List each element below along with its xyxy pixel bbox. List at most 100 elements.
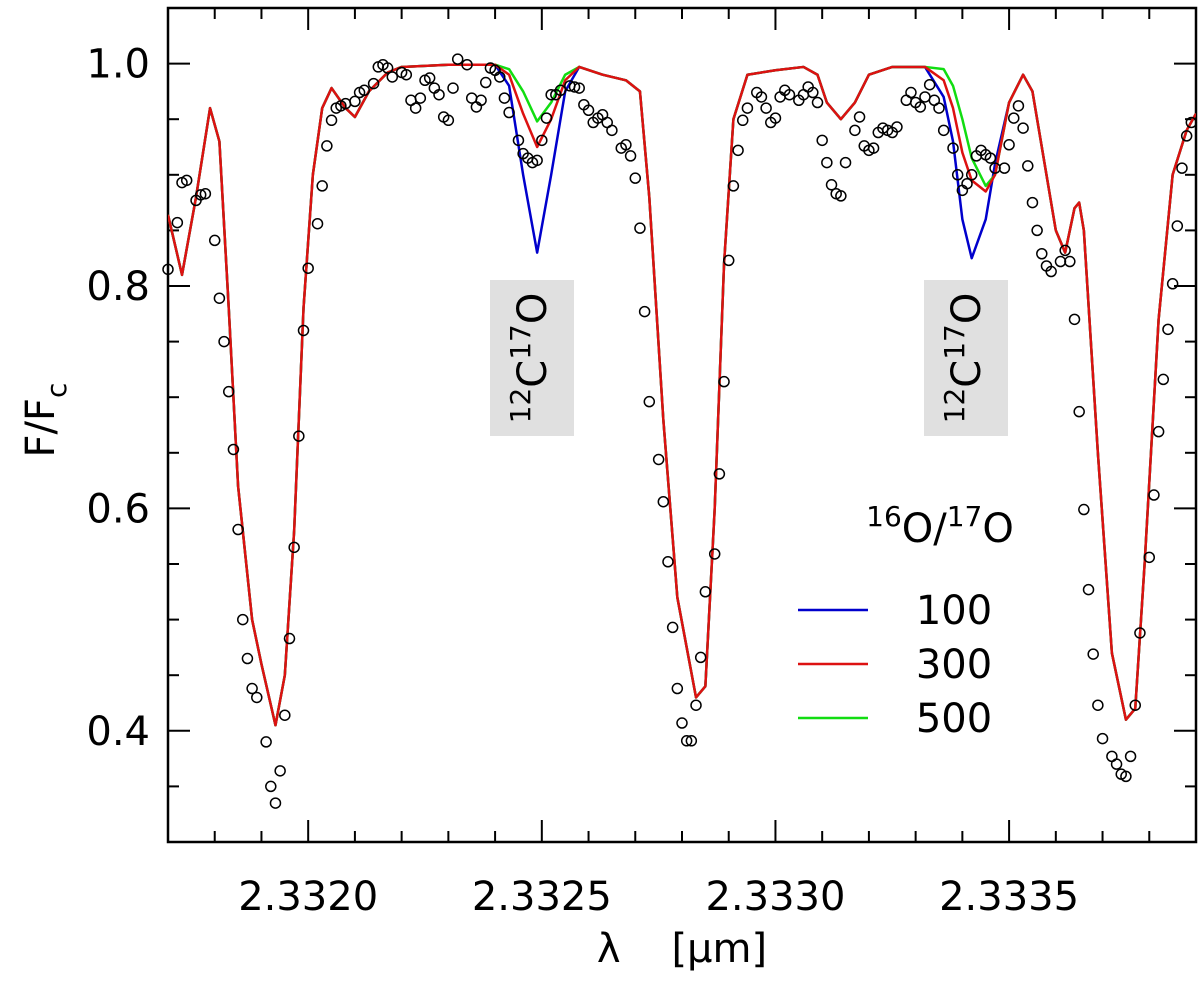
text-part: c — [40, 383, 73, 398]
observed-point — [891, 121, 903, 133]
legend-label: 100 — [916, 588, 992, 634]
observed-point — [937, 124, 950, 137]
observed-point — [237, 613, 249, 626]
observed-point — [1008, 112, 1020, 124]
observed-point — [961, 177, 973, 190]
observed-point — [269, 797, 282, 809]
observed-point — [1171, 220, 1184, 232]
text-part: O/ — [902, 506, 947, 552]
observed-point — [1054, 255, 1067, 268]
observed-point — [671, 682, 684, 695]
observed-point — [1087, 648, 1099, 660]
plot-frame — [166, 6, 1198, 844]
observed-point — [545, 88, 557, 101]
observed-point — [727, 180, 740, 192]
observed-point — [227, 443, 240, 456]
observed-point — [503, 106, 515, 119]
observed-point — [386, 71, 399, 83]
x-tick-label: 2.3330 — [705, 874, 845, 920]
observed-point — [732, 144, 744, 157]
observed-point — [690, 699, 702, 711]
observed-point — [629, 172, 642, 184]
observed-point — [741, 102, 754, 114]
observed-point — [914, 101, 927, 113]
observed-point — [1026, 196, 1039, 209]
observed-point — [1185, 116, 1198, 129]
observed-point — [321, 140, 333, 152]
observed-point — [494, 71, 506, 83]
observed-point — [694, 651, 707, 664]
observed-point — [807, 86, 819, 99]
observed-point — [232, 523, 244, 536]
observed-point — [316, 180, 328, 192]
observed-point — [835, 190, 847, 202]
observed-point — [624, 150, 637, 162]
observed-point — [512, 134, 525, 147]
observed-point — [965, 169, 978, 181]
text-part: C — [944, 360, 990, 388]
observed-point — [634, 222, 646, 234]
observed-point — [246, 682, 258, 695]
observed-point — [839, 156, 852, 169]
y-tick-label: 0.4 — [86, 709, 150, 755]
observed-point — [1166, 278, 1179, 290]
observed-point — [208, 234, 221, 247]
observed-point — [461, 58, 473, 71]
observed-point — [400, 68, 413, 81]
text-part: 16 — [866, 500, 902, 533]
observed-point — [718, 375, 730, 388]
observed-point — [475, 94, 487, 107]
observed-point — [283, 632, 296, 645]
observed-point — [447, 82, 459, 94]
observed-point — [722, 254, 735, 267]
observed-point — [1143, 551, 1156, 564]
legend-title: 16O/17O — [866, 500, 1014, 552]
observed-point — [984, 152, 997, 164]
observed-point — [171, 216, 184, 229]
observed-point — [1110, 758, 1123, 770]
observed-point — [708, 548, 721, 560]
observed-point — [1124, 750, 1137, 763]
observed-point — [1180, 130, 1193, 142]
observed-point — [479, 76, 492, 89]
model-line — [168, 63, 1196, 727]
text-part: 17 — [504, 324, 537, 360]
observed-point — [349, 95, 361, 108]
x-axis-label: λ [μm] — [597, 926, 767, 972]
x-tick-label: 2.3335 — [939, 874, 1079, 920]
observed-point — [998, 162, 1011, 174]
observed-point — [293, 430, 305, 442]
observed-point — [381, 62, 394, 74]
observed-point — [643, 395, 656, 408]
observed-point — [251, 691, 263, 704]
observed-point — [1129, 699, 1142, 711]
text-part: 17 — [947, 500, 983, 533]
observed-point — [358, 84, 371, 97]
legend-label: 500 — [916, 696, 992, 742]
observed-point — [638, 305, 651, 318]
observed-point — [260, 736, 272, 748]
observed-point — [1036, 248, 1048, 260]
observed-point — [816, 134, 828, 147]
observed-point — [1022, 160, 1034, 172]
observed-point — [676, 717, 688, 729]
text-part: O — [944, 293, 990, 324]
observed-point — [1003, 139, 1015, 151]
observed-point — [241, 652, 254, 665]
observed-point — [620, 139, 632, 151]
observed-point — [536, 134, 548, 147]
observed-point — [199, 187, 212, 200]
observed-point — [755, 91, 768, 103]
observed-point — [297, 324, 310, 337]
observed-point — [699, 586, 712, 598]
observed-point — [180, 174, 193, 187]
observed-point — [713, 468, 726, 480]
annotation: 12C17O — [504, 293, 556, 424]
observed-point — [1134, 627, 1146, 639]
observed-point — [662, 556, 674, 568]
y-tick-label: 0.6 — [86, 486, 150, 532]
observed-point — [933, 102, 945, 114]
observed-point — [657, 495, 670, 508]
observed-point — [213, 292, 226, 304]
